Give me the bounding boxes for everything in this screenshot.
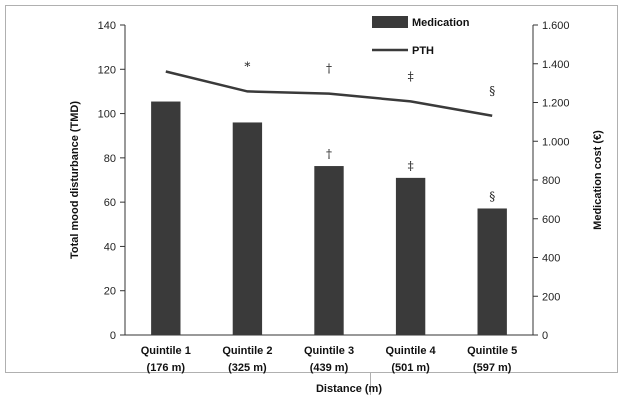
right-tick-label: 1.400: [542, 59, 570, 71]
right-tick-label: 0: [542, 330, 548, 342]
chart-frame: [5, 5, 618, 373]
right-tick-label: 400: [542, 253, 560, 265]
right-tick-label: 800: [542, 175, 560, 187]
left-tick-label: 20: [104, 286, 116, 298]
x-tick-label: Quintile 4: [386, 345, 437, 357]
bar-annotation: ‡: [408, 159, 414, 173]
x-tick-label: Quintile 5: [467, 345, 517, 357]
left-tick-label: 0: [110, 330, 116, 342]
right-tick-label: 200: [542, 291, 560, 303]
left-tick-label: 140: [98, 20, 116, 32]
x-tick-label: (597 m): [473, 362, 512, 374]
left-tick-label: 40: [104, 241, 116, 253]
legend-label-pth: PTH: [412, 45, 434, 57]
line-annotation: §: [489, 84, 495, 98]
right-tick-label: 1.600: [542, 20, 570, 32]
x-tick-label: Quintile 3: [304, 345, 354, 357]
x-tick-label: (176 m): [147, 362, 186, 374]
line-annotation: †: [326, 62, 332, 76]
legend-label-medication: Medication: [412, 17, 470, 29]
y-axis-title-left: Total mood disturbance (TMD): [69, 101, 81, 259]
x-tick-label: (439 m): [310, 362, 349, 374]
x-axis-title: Distance (m): [316, 383, 382, 395]
legend-swatch-medication: [372, 16, 408, 28]
right-tick-label: 1.200: [542, 98, 570, 110]
left-tick-label: 100: [98, 109, 116, 121]
right-tick-label: 1.000: [542, 136, 570, 148]
left-tick-label: 120: [98, 64, 116, 76]
y-axis-title-right: Medication cost (€): [592, 130, 604, 230]
bar-annotation: §: [489, 189, 495, 203]
bar-medication: [477, 208, 507, 335]
left-tick-label: 80: [104, 153, 116, 165]
x-tick-label: Quintile 1: [141, 345, 191, 357]
line-annotation: ‡: [408, 69, 414, 83]
x-tick-label: Quintile 2: [222, 345, 272, 357]
x-tick-label: (501 m): [391, 362, 430, 374]
bar-medication: [314, 166, 344, 335]
x-tick-label: (325 m): [228, 362, 267, 374]
right-tick-label: 600: [542, 214, 560, 226]
bar-medication: [151, 101, 181, 335]
bar-annotation: †: [326, 147, 332, 161]
bar-medication: [232, 122, 263, 335]
left-tick-label: 60: [104, 197, 116, 209]
line-annotation: *: [244, 59, 250, 73]
bar-medication: [395, 177, 426, 335]
